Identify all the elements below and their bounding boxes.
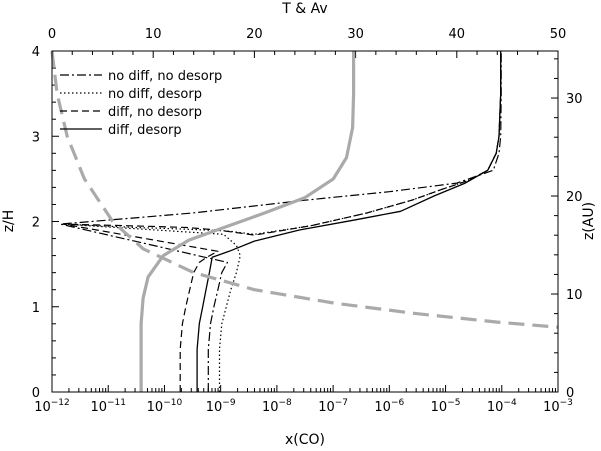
top-tick-label: 40	[449, 27, 466, 42]
x-tick-label: 10−4	[487, 398, 517, 415]
plot-frame	[51, 50, 559, 393]
legend: no diff, no desorp no diff, desorp diff, n…	[60, 69, 222, 138]
right-tick-label: 30	[566, 92, 583, 107]
top-tick-label: 50	[550, 27, 567, 42]
right-tick-label: 10	[566, 288, 583, 303]
x-tick-label: 10−11	[90, 398, 126, 415]
series-line-diff-desorp	[196, 51, 502, 392]
top-axis-label: T & Av	[281, 1, 327, 17]
legend-label: no diff, no desorp	[108, 69, 222, 84]
series-lines	[50, 50, 559, 392]
y-tick-label: 2	[32, 216, 40, 231]
right-axis-title: z(AU)	[581, 202, 597, 240]
legend-label: diff, desorp	[108, 123, 182, 138]
right-tick-label: 20	[566, 190, 583, 205]
series-line-t	[139, 51, 356, 392]
x-tick-label: 10−9	[206, 398, 236, 415]
top-tick-label: 20	[246, 27, 263, 42]
top-axis-title: T & Av	[281, 1, 327, 17]
y-tick-label: 1	[32, 301, 40, 316]
x-tick-label: 10−6	[374, 398, 404, 415]
x-tick-label: 10−8	[262, 398, 292, 415]
legend-label: diff, no desorp	[108, 105, 202, 120]
left-axis-title: z/H	[1, 210, 17, 233]
bottom-axis-title: x(CO)	[285, 432, 325, 448]
series-line-diff-no-desorp	[62, 51, 502, 392]
x-tick-label: 10−7	[318, 398, 348, 415]
y-tick-label: 3	[32, 130, 40, 145]
x-tick-label: 10−5	[431, 398, 461, 415]
legend-label: no diff, desorp	[108, 87, 202, 102]
x-tick-label: 10−10	[147, 398, 183, 415]
x-tick-label: 10−3	[543, 398, 573, 415]
series-line-no-diff-no-desorp	[59, 51, 502, 392]
y-tick-label: 4	[32, 45, 40, 60]
right-tick-label: 0	[566, 386, 574, 401]
x-tick-label: 10−12	[34, 398, 70, 415]
top-tick-label: 30	[347, 27, 364, 42]
series-line-no-diff-desorp	[62, 51, 502, 392]
top-tick-label: 10	[145, 27, 162, 42]
y-tick-label: 0	[32, 386, 40, 401]
tick-marks: 10−12 10−11 10−10 10−9 10−8 10−7 10−6 10−5 10−4 1…	[32, 27, 583, 415]
top-tick-label: 0	[48, 27, 56, 42]
